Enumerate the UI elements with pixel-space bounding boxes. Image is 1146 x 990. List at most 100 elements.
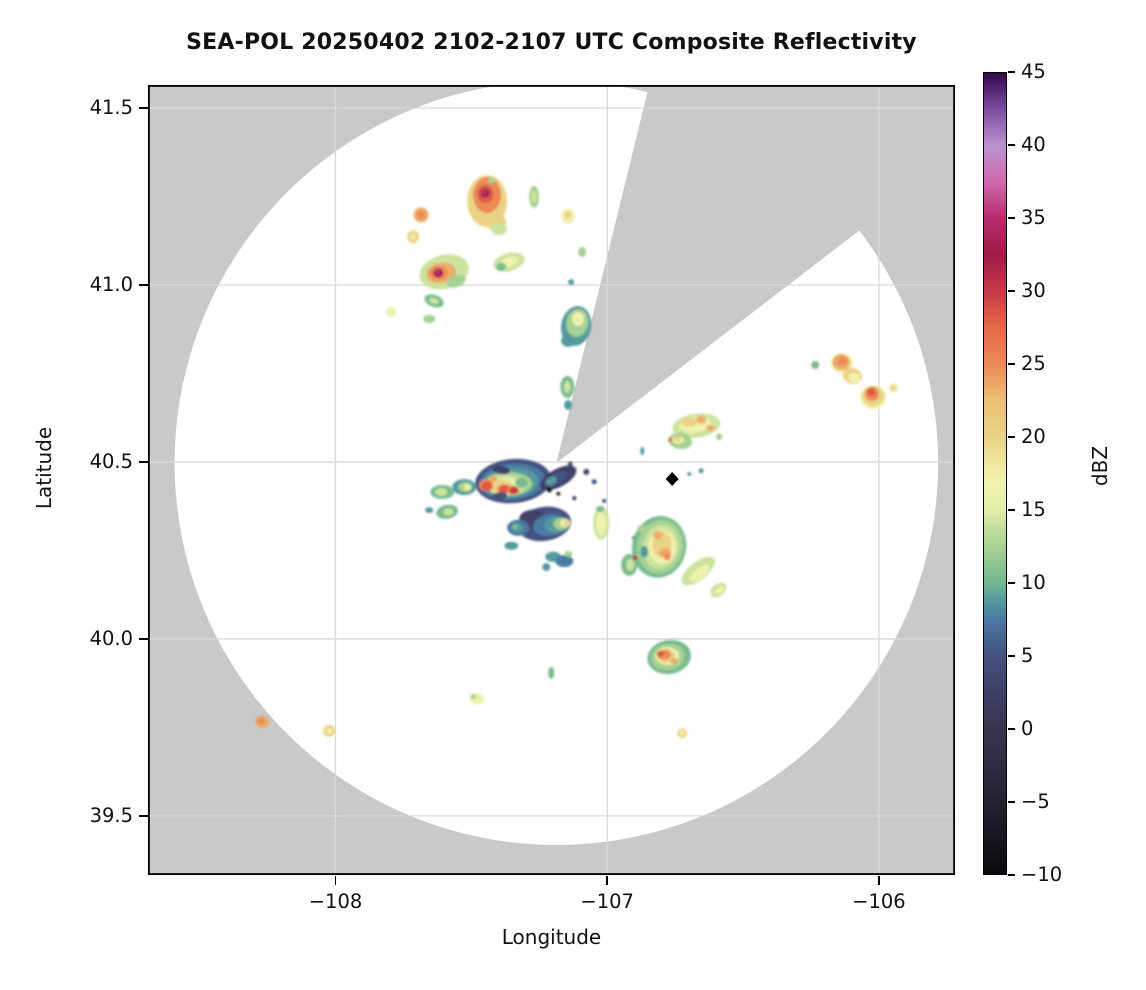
echo-cell: [556, 491, 561, 496]
colorbar-tick: [1008, 728, 1015, 730]
echo-cell: [423, 315, 436, 323]
echo-cell: [564, 210, 572, 219]
echo-cell: [515, 477, 528, 488]
echo-cell: [602, 498, 607, 503]
echo-cell: [673, 435, 681, 442]
echo-cell: [512, 523, 519, 530]
y-tick-label: 40.0: [89, 626, 133, 650]
echo-cell: [640, 447, 645, 455]
colorbar-tick-label: 45: [1021, 59, 1046, 83]
y-axis-tick: [139, 814, 148, 817]
echo-cell: [679, 730, 685, 736]
echo-cell: [434, 269, 440, 275]
echo-cell: [410, 233, 417, 240]
map-canvas: [148, 85, 955, 875]
echo-cell: [257, 717, 265, 725]
colorbar-tick: [1008, 363, 1015, 365]
echo-cell: [706, 425, 715, 431]
echo-cell: [555, 555, 574, 568]
echo-cell: [545, 476, 557, 486]
echo-cell: [564, 551, 573, 557]
echo-cell: [499, 485, 510, 494]
echo-cell: [446, 274, 466, 288]
y-tick-label: 41.5: [89, 96, 133, 119]
echo-cell: [890, 385, 896, 391]
colorbar-tick-label: 25: [1021, 351, 1046, 375]
x-axis-tick: [878, 876, 880, 885]
echo-cell: [681, 417, 698, 427]
x-tick-label: −106: [852, 890, 906, 913]
y-tick-label: 39.5: [89, 803, 133, 827]
echo-cell: [326, 727, 333, 734]
echo-cell: [542, 563, 551, 572]
echo-cell: [698, 468, 704, 474]
echo-cell: [429, 297, 439, 305]
plot-border: [148, 85, 955, 875]
colorbar-gradient: [984, 73, 1006, 874]
echo-cell: [489, 475, 498, 482]
colorbar-tick: [1008, 582, 1015, 584]
echo-cell: [561, 334, 576, 347]
echo-cell: [837, 356, 847, 366]
x-axis-tick: [606, 876, 609, 885]
colorbar-tick-label: 35: [1021, 205, 1046, 229]
x-axis-label: Longitude: [501, 925, 602, 949]
echo-cell: [715, 586, 724, 594]
echo-cell: [596, 511, 607, 536]
colorbar-tick: [1008, 801, 1015, 803]
echo-cell: [417, 210, 426, 219]
colorbar-tick-label: 40: [1021, 132, 1046, 156]
y-axis-tick: [139, 284, 148, 286]
echo-cell: [811, 361, 820, 369]
y-axis-tick: [139, 461, 148, 463]
x-tick-label: −108: [308, 890, 363, 913]
echo-cell: [425, 507, 434, 514]
echo-cell: [572, 312, 585, 326]
y-axis-tick: [139, 107, 148, 109]
colorbar-tick: [1008, 655, 1015, 657]
x-axis-tick: [334, 876, 337, 885]
colorbar-tick-label: 10: [1021, 570, 1046, 594]
echo-cell: [491, 223, 508, 236]
echo-cell: [653, 530, 663, 539]
colorbar-tick: [1008, 290, 1015, 292]
y-tick-label: 40.5: [89, 449, 133, 473]
echo-cell: [509, 486, 519, 494]
colorbar-tick: [1008, 874, 1015, 876]
colorbar-tick-label: −5: [1021, 789, 1050, 813]
echo-cell: [848, 372, 861, 384]
echo-cell: [626, 558, 635, 571]
echo-cell: [481, 189, 487, 195]
echo-cell: [716, 433, 723, 441]
reflectivity-echoes: [255, 175, 899, 739]
echo-cell: [481, 481, 493, 492]
colorbar-tick-label: 30: [1021, 278, 1046, 302]
echo-cell: [568, 279, 575, 286]
echo-cell: [683, 656, 689, 663]
colorbar-tick: [1008, 71, 1015, 73]
echo-cell: [596, 506, 605, 512]
colorbar-tick: [1008, 436, 1015, 438]
echo-cell: [656, 650, 664, 657]
echo-cell: [492, 465, 511, 475]
echo-cell: [640, 545, 649, 558]
colorbar-tick-label: 5: [1021, 643, 1034, 667]
echo-cell: [443, 508, 454, 516]
echo-cell: [663, 553, 671, 561]
radar-site-marker: [665, 471, 679, 486]
echo-cell: [632, 555, 638, 561]
echo-cell: [531, 190, 537, 203]
echo-cell: [670, 657, 678, 664]
x-tick-label: −107: [580, 890, 634, 913]
echo-cell: [488, 177, 495, 184]
echo-cell: [463, 484, 471, 491]
colorbar-tick-label: −10: [1021, 862, 1063, 886]
echo-cell: [386, 306, 397, 317]
echo-cell: [567, 461, 573, 467]
colorbar-tick: [1008, 217, 1015, 219]
echo-cell: [696, 415, 707, 424]
y-tick-label: 41.0: [89, 272, 133, 296]
chart-title: SEA-POL 20250402 2102-2107 UTC Composite…: [186, 30, 917, 55]
echo-cell: [496, 262, 507, 271]
